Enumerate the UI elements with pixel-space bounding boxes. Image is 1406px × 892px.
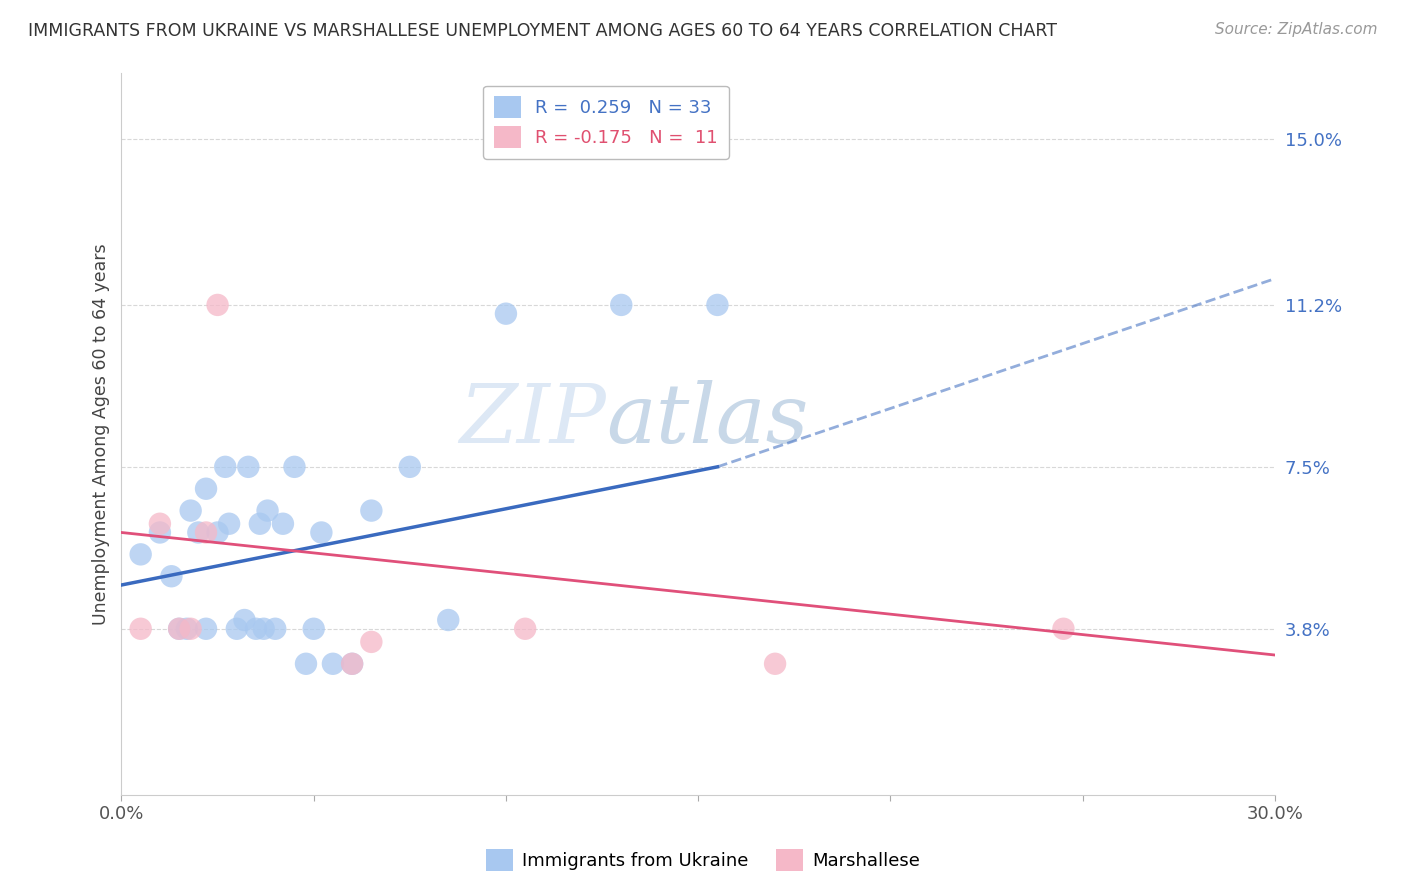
Text: ZIP: ZIP [458,380,606,459]
Y-axis label: Unemployment Among Ages 60 to 64 years: Unemployment Among Ages 60 to 64 years [93,244,110,624]
Point [340,657,363,671]
Point [129,547,152,561]
Point [129,622,152,636]
Point [1052,622,1074,636]
Text: IMMIGRANTS FROM UKRAINE VS MARSHALLESE UNEMPLOYMENT AMONG AGES 60 TO 64 YEARS CO: IMMIGRANTS FROM UKRAINE VS MARSHALLESE U… [28,22,1057,40]
Point [253,622,276,636]
Point [256,503,278,517]
Point [245,622,267,636]
Point [176,622,198,636]
Point [149,516,172,531]
Point [249,516,271,531]
Point [437,613,460,627]
Point [195,525,218,540]
Point [160,569,183,583]
Point [515,622,537,636]
Point [340,657,363,671]
Point [322,657,344,671]
Point [195,482,218,496]
Point [302,622,325,636]
Point [311,525,333,540]
Point [180,622,202,636]
Point [218,516,240,531]
Text: Source: ZipAtlas.com: Source: ZipAtlas.com [1215,22,1378,37]
Point [283,459,305,474]
Point [167,622,190,636]
Point [187,525,209,540]
Point [271,516,294,531]
Point [225,622,247,636]
Point [763,657,786,671]
Point [207,298,229,312]
Point [214,459,236,474]
Text: atlas: atlas [606,380,808,459]
Point [195,622,218,636]
Point [360,503,382,517]
Point [360,635,382,649]
Point [180,503,202,517]
Point [495,307,517,321]
Point [167,622,190,636]
Point [706,298,728,312]
Point [398,459,420,474]
Legend: R =  0.259   N = 33, R = -0.175   N =  11: R = 0.259 N = 33, R = -0.175 N = 11 [484,86,728,159]
Point [264,622,287,636]
Legend: Immigrants from Ukraine, Marshallese: Immigrants from Ukraine, Marshallese [479,842,927,879]
Point [238,459,260,474]
Point [295,657,318,671]
Point [207,525,229,540]
Point [149,525,172,540]
Point [610,298,633,312]
Point [233,613,256,627]
